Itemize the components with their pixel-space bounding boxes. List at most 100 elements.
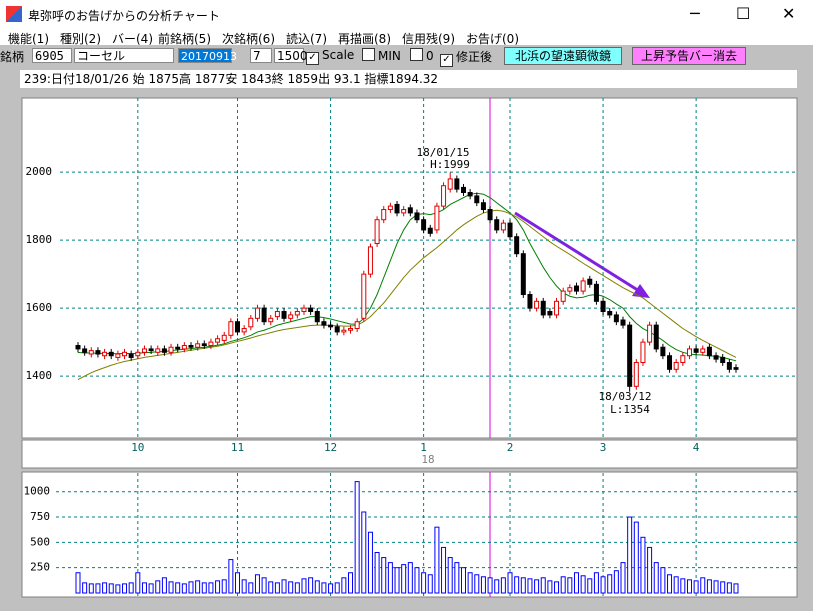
volume-bar (720, 581, 726, 594)
candle-body (115, 353, 121, 358)
candle-body (122, 351, 128, 357)
telescope-button[interactable]: 北浜の望遠顕微鏡 (504, 47, 622, 65)
candle-body (580, 280, 586, 292)
volume-bar (308, 577, 314, 594)
volume-bar (394, 567, 400, 594)
candle-body (514, 236, 520, 255)
volume-bar (500, 577, 506, 594)
candle-body (381, 209, 387, 221)
year-label: 18 (421, 453, 434, 466)
candle-body (540, 300, 546, 316)
candle-body (587, 278, 593, 285)
candle-body (613, 314, 619, 323)
candle-body (620, 319, 626, 326)
volume-bar (361, 511, 367, 594)
low-value: L:1354 (610, 403, 650, 416)
y-tick-label: 1400 (26, 369, 53, 382)
clear-bar-button[interactable]: 上昇予告バー消去 (632, 47, 746, 65)
maximize-button[interactable]: ☐ (736, 4, 751, 23)
candle-body (660, 346, 666, 357)
menu-item[interactable]: 信用残(9) (402, 32, 455, 46)
volume-bar (540, 577, 546, 594)
volume-bar (314, 580, 320, 594)
candle-body (261, 307, 267, 323)
volume-bar (294, 582, 300, 594)
candle-body (241, 328, 247, 333)
candle-body (95, 350, 101, 355)
adjusted-checkbox[interactable]: ✓ 修正後 (440, 48, 492, 67)
candle-body (102, 351, 108, 357)
y-tick-label: 1600 (26, 301, 53, 314)
candle-body (188, 345, 194, 348)
min-checkbox[interactable]: MIN (362, 48, 401, 63)
moving-average (77, 192, 737, 362)
candle-body (600, 300, 606, 313)
candle-body (693, 348, 699, 353)
volume-bar (221, 579, 227, 594)
window-title: 卑弥呼のお告げからの分析チャート (28, 9, 220, 23)
candle-body (474, 195, 480, 204)
candle-body (547, 311, 553, 316)
volume-bar (686, 579, 692, 594)
volume-bar (620, 562, 626, 594)
volume-tick-label: 250 (30, 561, 50, 574)
period-field[interactable]: 7 (250, 48, 272, 63)
volume-bar (215, 580, 221, 594)
volume-bar (168, 581, 174, 594)
volume-bar (102, 582, 108, 594)
candle-body (487, 209, 493, 221)
count-field[interactable]: 1500 (274, 48, 308, 63)
volume-bar (301, 578, 307, 594)
min-checkbox2[interactable]: 0 (410, 48, 434, 63)
candle-body (607, 311, 613, 316)
menu-item[interactable]: 次銘柄(6) (222, 32, 275, 46)
menu-item[interactable]: 機能(1) (8, 32, 49, 46)
volume-bar (713, 580, 719, 594)
menu-bar: 機能(1) 種別(2) バー(4) 前銘柄(5) 次銘柄(6) 読込(7) 再描… (0, 30, 813, 46)
high-value: H:1999 (430, 158, 470, 171)
minimize-button[interactable]: ─ (690, 4, 700, 23)
code-field[interactable]: 6905 (32, 48, 72, 63)
volume-bar (414, 567, 420, 594)
price-panel (21, 97, 798, 439)
candle-body (667, 355, 673, 370)
menu-item[interactable]: バー(4) (112, 32, 153, 46)
volume-bar (460, 567, 466, 594)
volume-bar (454, 562, 460, 594)
menu-item[interactable]: お告げ(0) (466, 32, 519, 46)
volume-bar (128, 582, 134, 594)
volume-bar (667, 574, 673, 594)
volume-bar (288, 581, 294, 594)
volume-bar (274, 582, 280, 594)
close-button[interactable]: ✕ (782, 4, 796, 23)
x-tick-label: 12 (324, 441, 337, 454)
menu-item[interactable]: 再描画(8) (338, 32, 391, 46)
date-field[interactable]: 20170913 (178, 48, 237, 63)
menu-item[interactable]: 読込(7) (286, 32, 327, 46)
candle-body (534, 300, 540, 309)
candle-body (88, 350, 94, 355)
volume-bar (155, 580, 161, 594)
volume-bar (421, 572, 427, 594)
volume-bar (135, 572, 141, 594)
candle-body (673, 362, 679, 370)
candle-body (573, 285, 579, 292)
candle-body (181, 345, 187, 350)
menu-item[interactable]: 種別(2) (60, 32, 101, 46)
volume-bar (680, 578, 686, 594)
candle-body (507, 222, 513, 238)
candle-body (460, 186, 466, 194)
menu-item[interactable]: 前銘柄(5) (158, 32, 211, 46)
volume-bar (367, 531, 373, 594)
candle-body (195, 343, 201, 348)
candle-body (374, 219, 380, 245)
scale-checkbox[interactable]: ✓ Scale (306, 48, 354, 65)
volume-bar (248, 582, 254, 594)
candle-body (434, 205, 440, 231)
name-field[interactable]: コーセル (74, 48, 174, 63)
candle-body (726, 362, 732, 370)
candle-body (334, 326, 340, 333)
candle-body (301, 307, 307, 313)
candle-body (640, 341, 646, 364)
volume-bar (261, 577, 267, 594)
